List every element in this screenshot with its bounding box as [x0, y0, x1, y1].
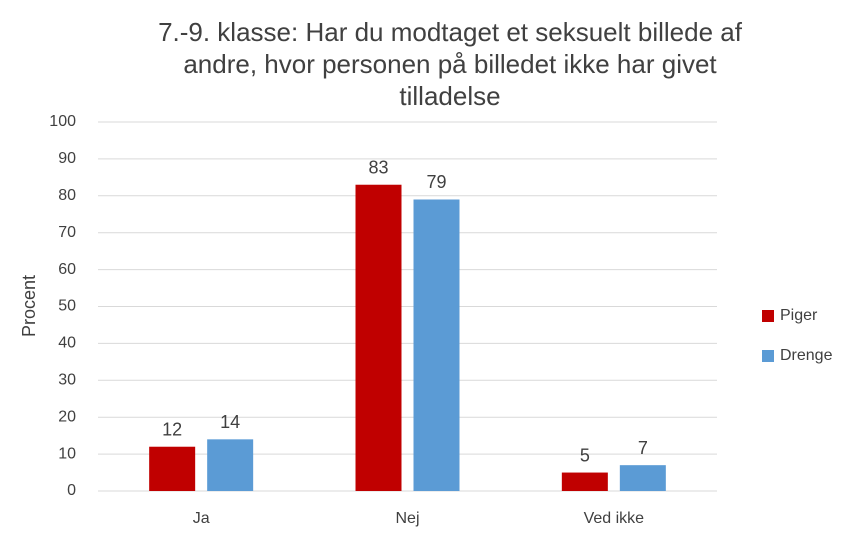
bar — [149, 446, 196, 491]
bar — [619, 465, 666, 491]
y-axis-label: Procent — [19, 275, 39, 337]
data-label: 7 — [638, 438, 648, 458]
y-tick-label: 30 — [58, 372, 76, 389]
data-label: 14 — [220, 412, 240, 432]
legend-label: Piger — [780, 307, 818, 324]
y-tick-label: 20 — [58, 408, 76, 425]
bar — [413, 199, 460, 492]
legend-label: Drenge — [780, 347, 833, 364]
y-tick-label: 100 — [49, 113, 76, 130]
data-label: 83 — [368, 157, 388, 177]
y-tick-label: 80 — [58, 187, 76, 204]
y-tick-label: 10 — [58, 445, 76, 462]
y-tick-label: 60 — [58, 261, 76, 278]
bar — [207, 439, 254, 491]
chart-title: 7.-9. klasse: Har du modtaget et seksuel… — [158, 17, 742, 111]
data-label: 5 — [580, 445, 590, 465]
data-label: 79 — [426, 172, 446, 192]
y-tick-label: 90 — [58, 150, 76, 167]
legend-swatch — [762, 310, 774, 322]
x-tick-label: Ja — [193, 510, 210, 527]
y-tick-label: 40 — [58, 335, 76, 352]
legend-swatch — [762, 350, 774, 362]
x-tick-label: Ved ikke — [584, 510, 645, 527]
y-tick-label: 70 — [58, 224, 76, 241]
y-tick-label: 50 — [58, 298, 76, 315]
bar — [561, 472, 608, 491]
y-tick-label: 0 — [67, 482, 76, 499]
x-tick-label: Nej — [395, 510, 419, 527]
bar — [355, 184, 402, 492]
data-label: 12 — [162, 419, 182, 439]
